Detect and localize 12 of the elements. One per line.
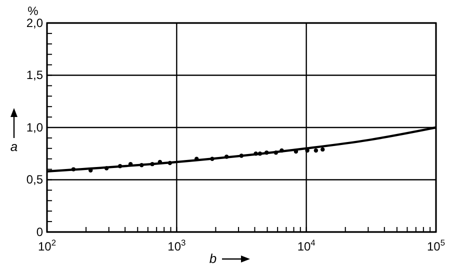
y-tick-label: 2,0 (26, 16, 44, 30)
x-tick-label: 10$^{3}$ (168, 238, 186, 254)
y-tick-label: 0,5 (26, 172, 44, 187)
y-axis-title: a (10, 139, 18, 154)
x-tick-label: 10$^{5}$ (426, 238, 446, 254)
x-tick-label: 10$^{4}$ (297, 238, 316, 254)
chart-title: % (28, 4, 39, 18)
y-tick-label: 0 (36, 224, 44, 239)
x-tick-label: 10$^{2}$ (38, 238, 56, 254)
x-axis-title: b (209, 251, 217, 266)
y-tick-label: 1,5 (26, 68, 44, 82)
y-tick-label: 1,0 (26, 120, 44, 134)
